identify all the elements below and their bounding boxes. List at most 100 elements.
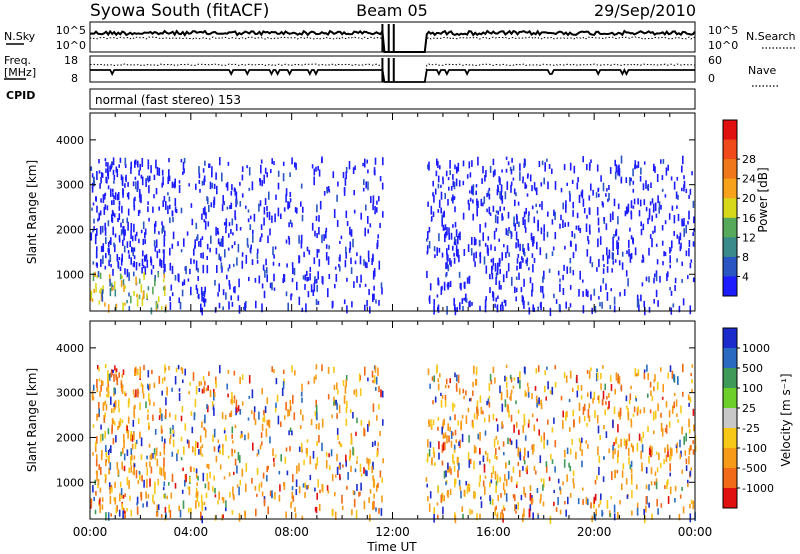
echo-cell [450,260,452,267]
echo-cell [121,176,124,181]
echo-cell [589,259,592,264]
echo-cell [208,371,210,376]
echo-cell [315,415,317,419]
echo-cell [181,289,184,297]
echo-cell [526,382,529,387]
echo-cell [113,373,115,382]
echo-cell [345,379,347,388]
echo-cell [104,473,107,478]
echo-cell [524,219,526,229]
echo-cell [579,441,582,447]
echo-cell [188,183,190,187]
echo-cell [546,231,549,238]
echo-cell [488,395,491,400]
echo-cell [667,372,669,379]
echo-cell [694,444,697,452]
echo-cell [653,430,655,435]
station-title: Syowa South (fitACF) [90,1,269,21]
colorbar-swatch [723,139,737,160]
echo-cell [646,364,648,372]
echo-cell [91,207,93,211]
echo-cell [273,495,276,499]
echo-cell [271,215,273,223]
echo-cell [213,388,215,393]
echo-cell [199,189,201,193]
echo-cell [465,293,467,302]
echo-cell [345,375,348,382]
echo-cell [266,211,269,218]
echo-cell [437,175,440,183]
echo-cell [164,230,166,236]
echo-cell [645,505,647,513]
echo-cell [222,306,224,311]
echo-cell [335,274,338,282]
echo-cell [505,479,508,487]
echo-cell [587,498,589,506]
echo-cell [670,176,673,181]
echo-cell [505,228,508,236]
echo-cell [656,467,659,473]
echo-cell [441,218,443,227]
echo-cell [564,222,566,227]
echo-cell [647,372,649,381]
echo-cell [615,230,617,237]
echo-cell [337,434,339,440]
echo-cell [606,500,609,509]
echo-cell [442,432,445,439]
echo-cell [258,483,261,492]
echo-cell [141,258,144,267]
echo-cell [604,409,606,416]
echo-cell [436,366,438,374]
echo-cell [432,419,435,425]
echo-cell [497,295,499,299]
echo-cell [526,465,529,470]
echo-cell [269,282,272,289]
echo-cell [124,163,127,168]
echo-cell [517,462,520,466]
echo-cell [174,275,177,281]
echo-cell [121,178,124,186]
echo-cell [96,379,98,388]
echo-cell [285,188,288,196]
echo-cell [147,162,150,170]
echo-cell [183,168,185,174]
echo-cell [96,205,98,213]
echo-cell [587,443,589,449]
echo-cell [434,188,437,195]
echo-cell [693,216,695,224]
echo-cell [341,505,344,510]
echo-cell [231,510,234,515]
echo-cell [282,278,284,284]
echo-cell [118,238,121,243]
echo-cell [648,484,650,491]
echo-cell [640,228,643,236]
echo-cell [113,180,115,184]
echo-cell [540,493,542,501]
echo-cell [215,376,217,384]
echo-cell [603,264,605,268]
echo-cell [114,192,117,200]
echo-cell [315,298,318,306]
echo-cell [278,262,281,267]
echo-cell [515,484,518,488]
echo-cell [207,385,209,391]
echo-cell [572,210,574,217]
echo-cell [606,292,609,301]
echo-cell [368,420,370,427]
echo-cell [445,170,448,177]
echo-cell [308,249,311,255]
echo-cell [254,277,257,283]
echo-cell [661,396,664,400]
echo-cell [598,455,601,463]
echo-cell [209,181,212,190]
echo-cell [135,231,138,237]
echo-cell [667,164,669,171]
echo-cell [92,452,94,456]
echo-cell [502,505,505,511]
echo-cell [559,278,561,283]
echo-cell [372,403,375,412]
echo-cell [147,414,149,421]
echo-cell [328,273,331,280]
echo-cell [115,507,117,514]
echo-cell [135,470,138,479]
